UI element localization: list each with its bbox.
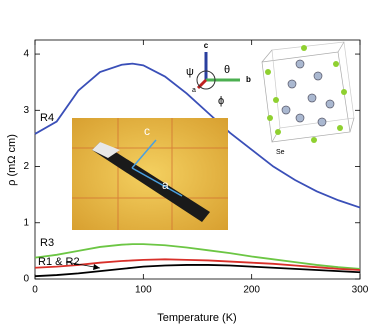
y-tick-label: 3 <box>23 105 29 116</box>
annotation: a <box>162 178 169 192</box>
series-label: R4 <box>40 112 54 124</box>
marks <box>34 62 361 278</box>
annotation: θ <box>224 64 230 76</box>
series-line <box>34 264 361 278</box>
series-label: R1 & R2 <box>38 256 80 268</box>
series-line <box>34 243 361 270</box>
x-tick-label: 0 <box>32 285 38 296</box>
crystal-axes: c b a ψ θ ϕ <box>186 41 251 107</box>
y-axis-label: ρ (mΩ cm) <box>6 134 18 186</box>
series-line <box>34 258 361 271</box>
series-label: R3 <box>40 237 54 249</box>
label-arrowhead <box>93 264 100 270</box>
annotation: c <box>204 41 209 50</box>
annotation: ϕ <box>218 95 224 107</box>
x-tick-label: 200 <box>243 285 260 296</box>
y-tick-label: 1 <box>23 217 29 228</box>
plot-frame <box>34 39 361 280</box>
series-line <box>34 62 361 209</box>
annotation: b <box>246 75 251 84</box>
y-tick-label: 0 <box>23 274 29 285</box>
x-tick-label: 100 <box>135 285 152 296</box>
photo-inset: c a <box>72 118 228 230</box>
crystal-structure: Se <box>261 41 355 156</box>
x-tick-label: 300 <box>352 285 369 296</box>
annotation: ψ <box>186 66 194 78</box>
annotation: c <box>144 124 150 138</box>
y-tick-label: 4 <box>23 49 29 60</box>
annotation: a <box>192 87 196 94</box>
y-tick-label: 2 <box>23 161 29 172</box>
x-axis-label: Temperature (K) <box>157 312 236 324</box>
annotation: Se <box>276 149 285 156</box>
